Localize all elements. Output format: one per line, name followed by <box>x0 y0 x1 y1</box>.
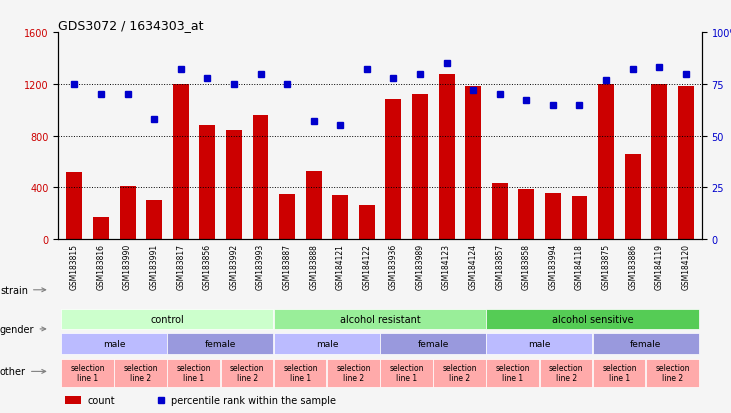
FancyBboxPatch shape <box>114 359 167 387</box>
Text: female: female <box>630 339 662 348</box>
Text: GSM184119: GSM184119 <box>655 243 664 289</box>
Bar <box>200 126 216 240</box>
Bar <box>545 193 561 240</box>
Text: female: female <box>205 339 236 348</box>
Text: GDS3072 / 1634303_at: GDS3072 / 1634303_at <box>58 19 204 32</box>
Bar <box>333 196 348 240</box>
Text: GSM183993: GSM183993 <box>256 243 265 289</box>
FancyBboxPatch shape <box>274 359 327 387</box>
Text: selection
line 1: selection line 1 <box>283 363 318 382</box>
Bar <box>598 85 614 240</box>
Text: GSM183936: GSM183936 <box>389 243 398 289</box>
Text: GSM183990: GSM183990 <box>123 243 132 289</box>
FancyBboxPatch shape <box>486 309 699 329</box>
Bar <box>625 154 640 240</box>
Text: selection
line 2: selection line 2 <box>230 363 265 382</box>
Text: selection
line 1: selection line 1 <box>70 363 105 382</box>
Text: control: control <box>151 314 184 324</box>
Text: selection
line 1: selection line 1 <box>496 363 530 382</box>
Text: selection
line 1: selection line 1 <box>177 363 211 382</box>
Bar <box>252 116 268 240</box>
Text: GSM184123: GSM184123 <box>442 243 451 289</box>
Text: male: male <box>316 339 338 348</box>
Bar <box>359 206 375 240</box>
Text: GSM183888: GSM183888 <box>309 243 318 289</box>
Text: GSM184120: GSM184120 <box>681 243 690 289</box>
Text: GSM184122: GSM184122 <box>363 243 371 289</box>
Bar <box>385 100 401 240</box>
FancyBboxPatch shape <box>380 334 486 354</box>
Text: GSM183856: GSM183856 <box>202 243 212 289</box>
Text: female: female <box>417 339 449 348</box>
FancyBboxPatch shape <box>593 334 699 354</box>
Text: count: count <box>88 395 115 405</box>
Text: GSM183991: GSM183991 <box>150 243 159 289</box>
Bar <box>572 197 588 240</box>
Bar <box>65 396 81 404</box>
FancyBboxPatch shape <box>433 359 486 387</box>
Bar <box>492 184 508 240</box>
Text: GSM183815: GSM183815 <box>70 243 79 289</box>
Text: GSM183886: GSM183886 <box>628 243 637 289</box>
Bar <box>120 187 135 240</box>
FancyBboxPatch shape <box>61 309 273 329</box>
Text: GSM183857: GSM183857 <box>495 243 504 289</box>
FancyBboxPatch shape <box>539 359 592 387</box>
Text: selection
line 1: selection line 1 <box>390 363 424 382</box>
Bar <box>146 201 162 240</box>
Text: strain: strain <box>0 285 45 295</box>
Text: selection
line 2: selection line 2 <box>336 363 371 382</box>
Text: GSM183989: GSM183989 <box>415 243 425 289</box>
Bar <box>439 74 455 240</box>
Bar <box>306 171 322 240</box>
Text: selection
line 2: selection line 2 <box>442 363 477 382</box>
Text: GSM184121: GSM184121 <box>336 243 345 289</box>
Text: GSM183817: GSM183817 <box>176 243 185 289</box>
Bar <box>678 87 694 240</box>
FancyBboxPatch shape <box>221 359 273 387</box>
FancyBboxPatch shape <box>646 359 699 387</box>
FancyBboxPatch shape <box>486 334 592 354</box>
Text: GSM184118: GSM184118 <box>575 243 584 289</box>
FancyBboxPatch shape <box>486 359 539 387</box>
Text: male: male <box>529 339 551 348</box>
Text: GSM184124: GSM184124 <box>469 243 477 289</box>
Text: GSM183858: GSM183858 <box>522 243 531 289</box>
FancyBboxPatch shape <box>61 359 114 387</box>
Bar <box>651 85 667 240</box>
Text: GSM183816: GSM183816 <box>96 243 105 289</box>
Text: selection
line 1: selection line 1 <box>602 363 637 382</box>
Bar <box>518 189 534 240</box>
Bar <box>412 95 428 240</box>
Text: GSM183887: GSM183887 <box>283 243 292 289</box>
Text: alcohol sensitive: alcohol sensitive <box>552 314 634 324</box>
FancyBboxPatch shape <box>61 334 167 354</box>
Text: selection
line 2: selection line 2 <box>124 363 158 382</box>
FancyBboxPatch shape <box>327 359 379 387</box>
Text: GSM183875: GSM183875 <box>602 243 610 289</box>
Text: gender: gender <box>0 324 46 334</box>
Text: selection
line 2: selection line 2 <box>655 363 690 382</box>
FancyBboxPatch shape <box>274 334 379 354</box>
Bar <box>465 87 481 240</box>
Text: alcohol resistant: alcohol resistant <box>340 314 420 324</box>
Bar <box>279 195 295 240</box>
Bar <box>173 85 189 240</box>
Text: other: other <box>0 366 45 377</box>
Text: percentile rank within the sample: percentile rank within the sample <box>171 395 336 405</box>
FancyBboxPatch shape <box>274 309 486 329</box>
FancyBboxPatch shape <box>167 359 220 387</box>
FancyBboxPatch shape <box>380 359 433 387</box>
Text: GSM183994: GSM183994 <box>548 243 558 289</box>
Text: male: male <box>103 339 126 348</box>
Bar <box>226 131 242 240</box>
FancyBboxPatch shape <box>167 334 273 354</box>
FancyBboxPatch shape <box>593 359 645 387</box>
Text: selection
line 2: selection line 2 <box>549 363 583 382</box>
Bar <box>67 173 83 240</box>
Text: GSM183992: GSM183992 <box>230 243 238 289</box>
Bar <box>93 218 109 240</box>
